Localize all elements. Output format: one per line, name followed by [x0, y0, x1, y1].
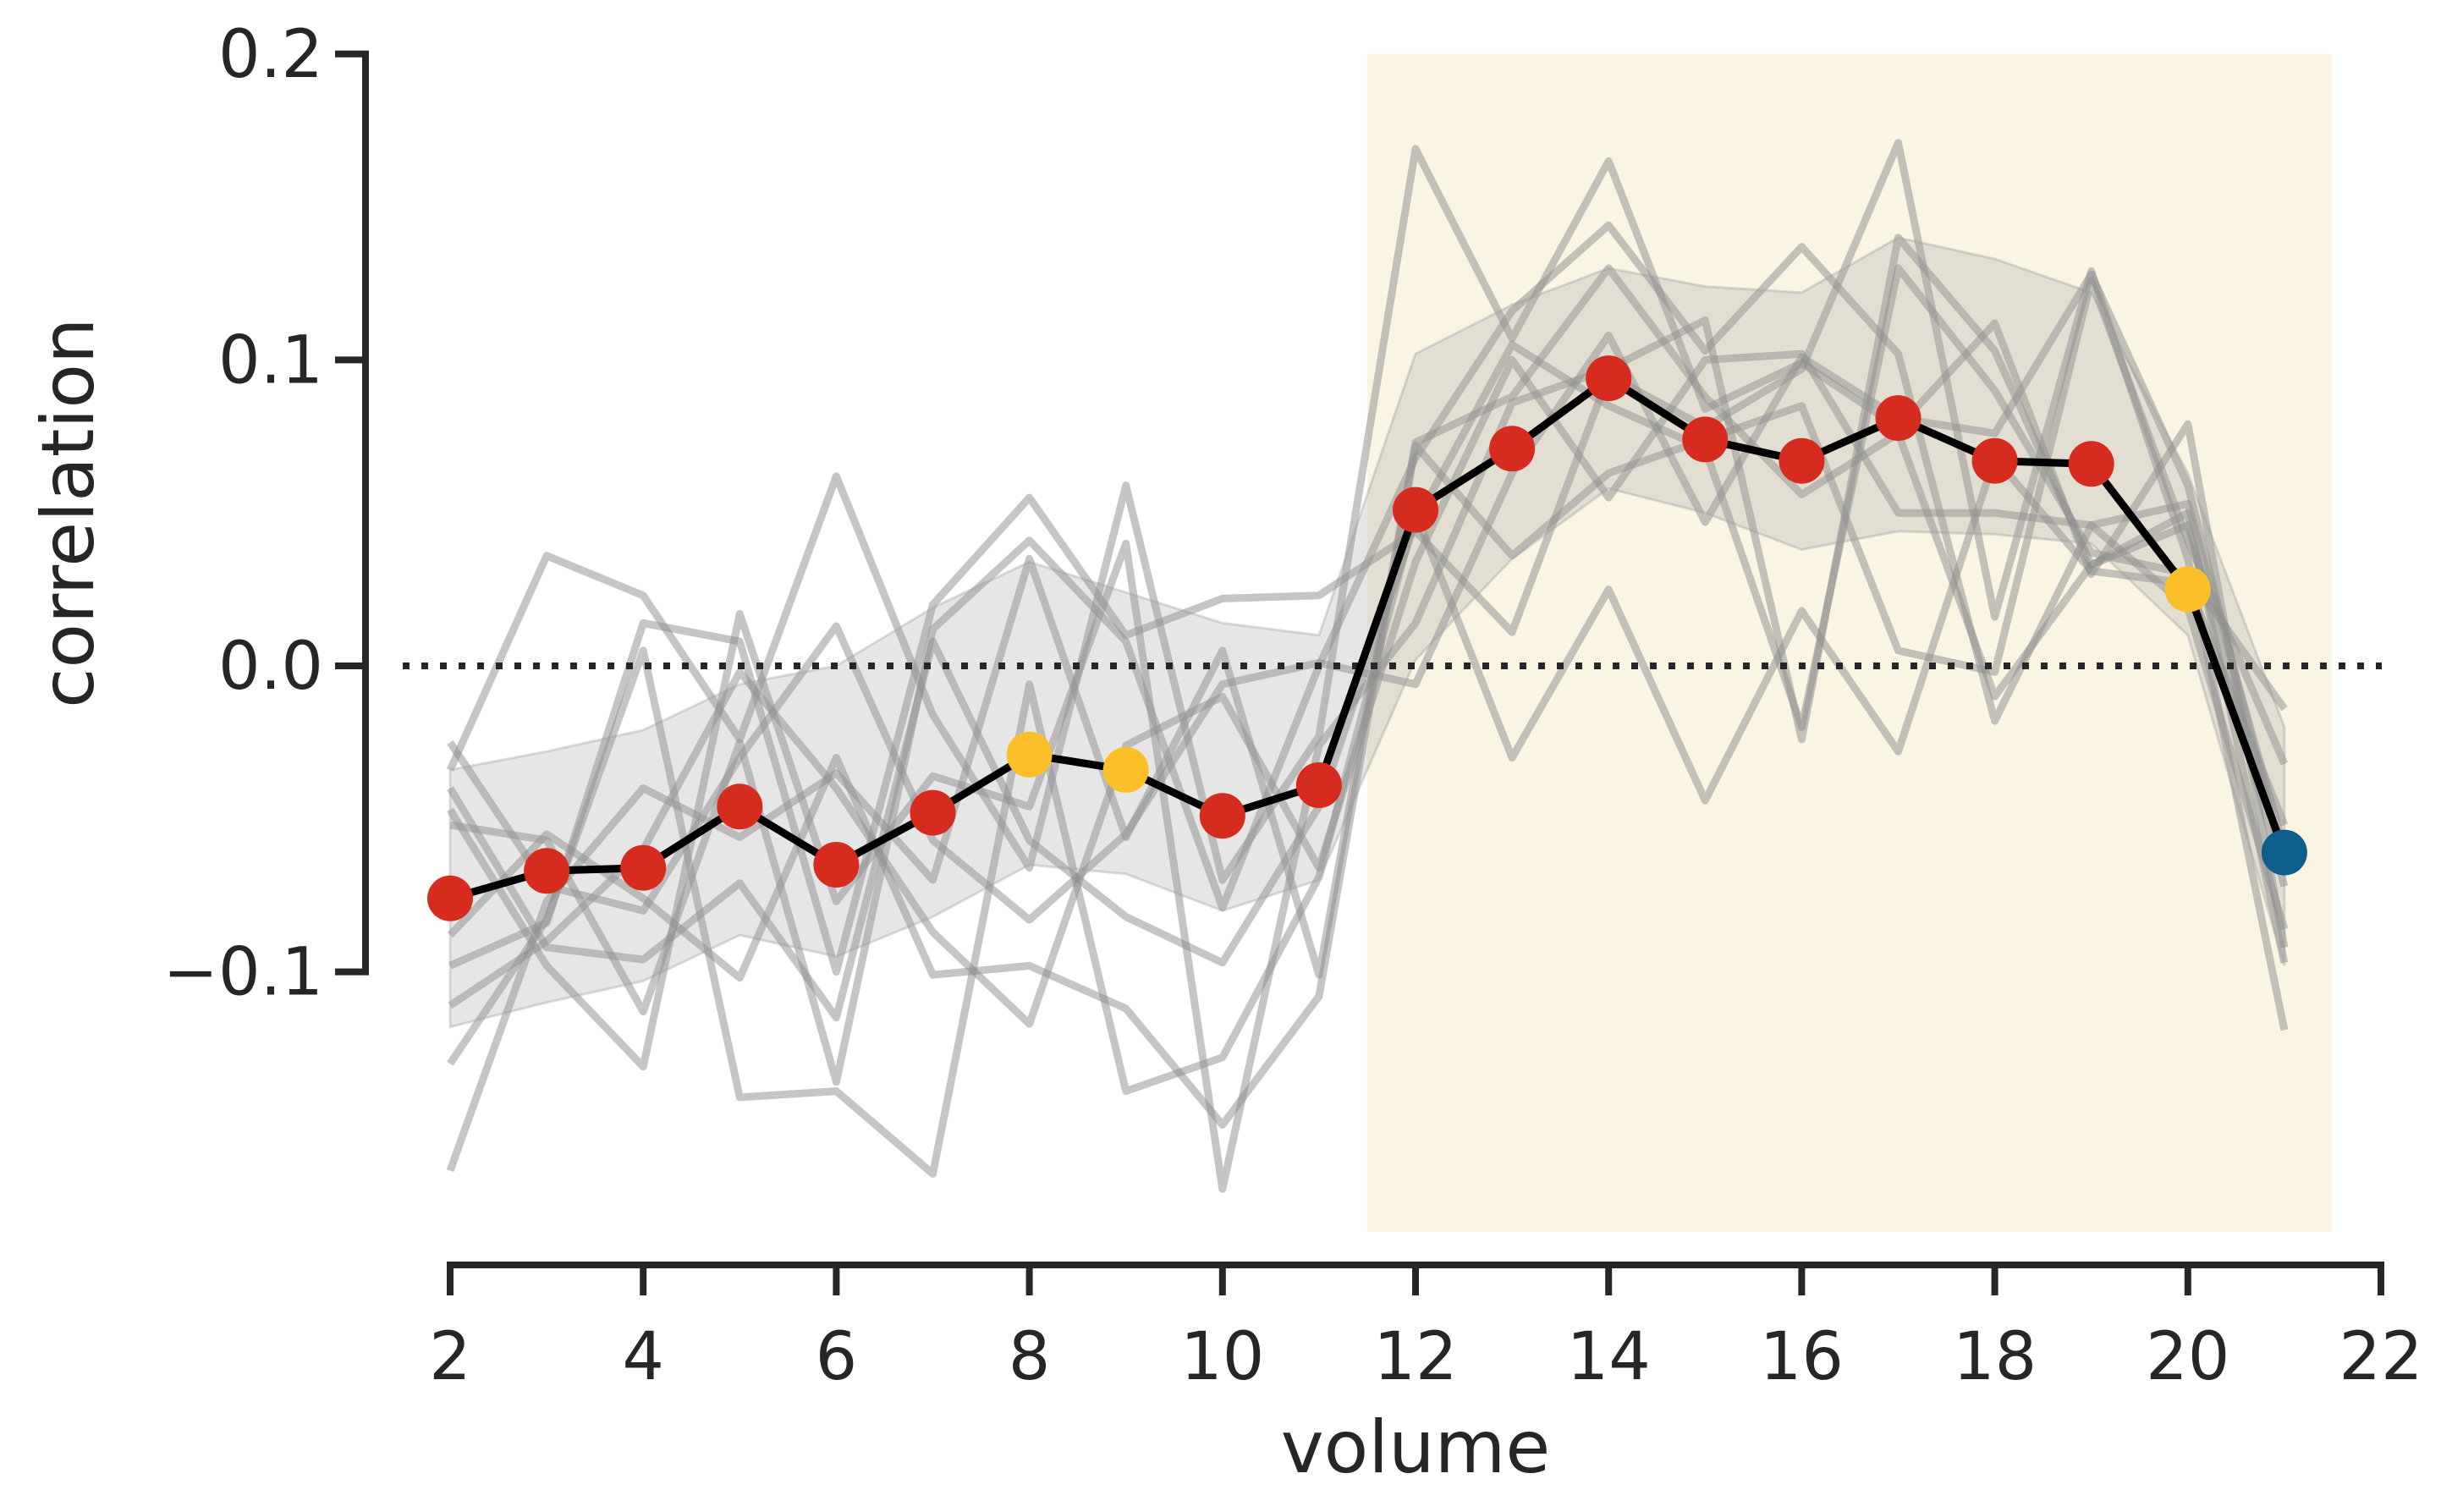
- mean-point-14: [1586, 355, 1632, 402]
- x-tick-label: 2: [429, 1319, 471, 1395]
- y-tick-label: −0.1: [163, 935, 323, 1011]
- mean-point-3: [524, 848, 570, 894]
- mean-point-8: [1006, 731, 1053, 778]
- mean-point-7: [910, 789, 956, 836]
- x-tick-label: 12: [1373, 1319, 1457, 1395]
- mean-point-20: [2164, 566, 2211, 613]
- y-tick-label: 0.2: [218, 17, 323, 93]
- mean-point-2: [427, 875, 473, 921]
- x-tick-label: 14: [1567, 1319, 1651, 1395]
- x-axis-label: volume: [1281, 1405, 1551, 1490]
- y-axis: −0.1 0.0 0.1 0.2: [163, 17, 369, 1011]
- y-axis-label: correlation: [26, 317, 111, 707]
- y-tick-label: 0.1: [218, 322, 323, 399]
- x-tick-label: 4: [622, 1319, 664, 1395]
- subject-line-9: [448, 349, 2289, 1028]
- mean-points: [427, 355, 2307, 921]
- x-tick-label: 18: [1953, 1319, 2037, 1395]
- x-tick-label: 20: [2146, 1319, 2229, 1395]
- mean-point-19: [2068, 441, 2114, 487]
- mean-point-15: [1682, 416, 1729, 463]
- mean-point-18: [1971, 437, 2018, 484]
- mean-point-4: [620, 844, 667, 891]
- mean-point-9: [1102, 746, 1149, 793]
- x-tick-label: 6: [816, 1319, 858, 1395]
- mean-point-17: [1875, 395, 1921, 442]
- mean-point-16: [1779, 437, 1825, 484]
- mean-point-6: [813, 842, 860, 888]
- x-tick-label: 16: [1760, 1319, 1844, 1395]
- x-tick-label: 8: [1009, 1319, 1051, 1395]
- highlight-span: [1366, 53, 2333, 1232]
- y-tick-label: 0.0: [218, 629, 323, 705]
- mean-point-21: [2261, 829, 2307, 876]
- mean-point-11: [1295, 762, 1342, 808]
- x-tick-label: 22: [2339, 1319, 2422, 1395]
- mean-point-13: [1489, 426, 1536, 472]
- mean-point-10: [1199, 793, 1245, 839]
- mean-point-5: [717, 783, 763, 830]
- mean-point-12: [1393, 487, 1438, 533]
- subject-line-6: [447, 234, 2289, 1193]
- x-axis: 2 4 6 8 10 12 14 16 18 20 22: [429, 1262, 2423, 1395]
- subject-line-10: [447, 264, 2288, 1022]
- x-tick-label: 10: [1180, 1319, 1264, 1395]
